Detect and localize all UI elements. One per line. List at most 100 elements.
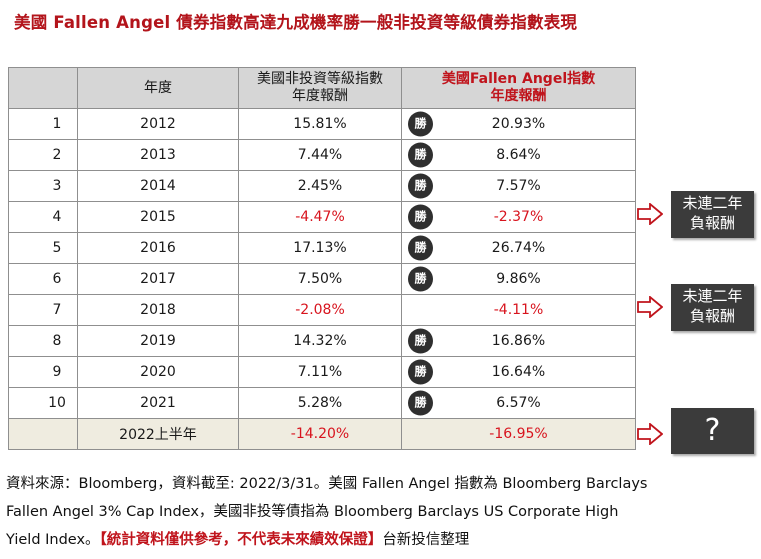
win-badge: 勝 — [408, 328, 433, 354]
row-year: 2015 — [77, 201, 239, 233]
note1-line1: 未連二年 — [682, 194, 743, 212]
row-fa-value: 16.86% — [491, 333, 546, 349]
page-title: 美國 Fallen Angel 債券指數高達九成機率勝一般非投資等級債券指數表現 — [14, 13, 578, 32]
row-fa-return: 勝 8.64% — [401, 139, 636, 171]
header-hy-line1: 美國非投資等級指數 — [257, 71, 383, 87]
row-index: 3 — [8, 170, 78, 202]
arrow-right-icon — [637, 296, 663, 318]
note-no-consecutive-loss-1: 未連二年 負報酬 — [671, 191, 754, 238]
row-hy-return: 15.81% — [238, 108, 402, 140]
row-fa-return: 勝 6.57% — [401, 387, 636, 419]
header-fa-line1: 美國Fallen Angel指數 — [441, 71, 596, 87]
footnote-line1: 資料來源：Bloomberg，資料截至: 2022/3/31。美國 Fallen… — [6, 476, 648, 492]
win-badge: 勝 — [408, 266, 433, 292]
footnote-line2: Fallen Angel 3% Cap Index，美國非投等債指為 Bloom… — [6, 504, 619, 520]
row-year: 2021 — [77, 387, 239, 419]
row-index: 4 — [8, 201, 78, 233]
row-fa-return: 勝 -2.37% — [401, 201, 636, 233]
table-row: 10 2021 5.28% 勝 6.57% — [8, 387, 636, 419]
note-no-consecutive-loss-2: 未連二年 負報酬 — [671, 284, 754, 331]
header-hy-index: 美國非投資等級指數 年度報酬 — [238, 67, 402, 109]
arrow-right-icon — [637, 203, 663, 225]
row-fa-value: 6.57% — [496, 395, 541, 411]
row-fa-value: 9.86% — [496, 271, 541, 287]
header-index — [8, 67, 78, 109]
win-badge: 勝 — [408, 173, 433, 199]
row-fa-return: 勝 16.86% — [401, 325, 636, 357]
footnote-line3: Yield Index。【統計資料僅供參考，不代表未來績效保證】台新投信整理 — [6, 526, 751, 554]
table-row: 2 2013 7.44% 勝 8.64% — [8, 139, 636, 171]
row-fa-value: 16.64% — [491, 364, 546, 380]
header-year: 年度 — [77, 67, 239, 109]
win-badge: 勝 — [408, 235, 433, 261]
footnote-line3-pre: Yield Index。 — [6, 532, 100, 548]
row-hy-return: -14.20% — [238, 418, 402, 450]
row-hy-return: 5.28% — [238, 387, 402, 419]
win-badge: 勝 — [408, 111, 433, 137]
row-fa-value: 8.64% — [496, 147, 541, 163]
table-row: 5 2016 17.13% 勝 26.74% — [8, 232, 636, 264]
row-fa-value: 20.93% — [491, 116, 546, 132]
row-hy-return: 7.11% — [238, 356, 402, 388]
row-hy-return: 17.13% — [238, 232, 402, 264]
win-badge: 勝 — [408, 142, 433, 168]
row-hy-return: 14.32% — [238, 325, 402, 357]
row-fa-return: 勝 16.64% — [401, 356, 636, 388]
source-footnote: 資料來源：Bloomberg，資料截至: 2022/3/31。美國 Fallen… — [6, 470, 751, 554]
row-fa-value: -2.37% — [493, 209, 544, 225]
row-index: 8 — [8, 325, 78, 357]
row-year: 2019 — [77, 325, 239, 357]
row-fa-return: -16.95% — [401, 418, 636, 450]
disclaimer-text: 【統計資料僅供參考，不代表未來績效保證】 — [99, 532, 383, 548]
row-fa-value: 7.57% — [496, 178, 541, 194]
row-fa-return: 勝 7.57% — [401, 170, 636, 202]
row-hy-return: 7.44% — [238, 139, 402, 171]
row-hy-return: 2.45% — [238, 170, 402, 202]
row-year: 2013 — [77, 139, 239, 171]
note2-line1: 未連二年 — [682, 287, 743, 305]
row-hy-return: 7.50% — [238, 263, 402, 295]
row-hy-return: -2.08% — [238, 294, 402, 326]
row-fa-return: -4.11% — [401, 294, 636, 326]
question-mark-box: ? — [671, 408, 754, 454]
row-year: 2020 — [77, 356, 239, 388]
row-fa-return: 勝 26.74% — [401, 232, 636, 264]
row-index: 2 — [8, 139, 78, 171]
row-fa-value: -4.11% — [493, 302, 544, 318]
table-row: 7 2018 -2.08% -4.11% — [8, 294, 636, 326]
row-index: 9 — [8, 356, 78, 388]
table-row: 6 2017 7.50% 勝 9.86% — [8, 263, 636, 295]
table-row: 8 2019 14.32% 勝 16.86% — [8, 325, 636, 357]
table-row-half-year: 2022上半年 -14.20% -16.95% — [8, 418, 636, 450]
table-row: 1 2012 15.81% 勝 20.93% — [8, 108, 636, 140]
win-badge: 勝 — [408, 390, 433, 416]
table-row: 9 2020 7.11% 勝 16.64% — [8, 356, 636, 388]
row-year: 2022上半年 — [77, 418, 239, 450]
note2-line2: 負報酬 — [689, 307, 735, 325]
row-index: 7 — [8, 294, 78, 326]
comparison-table: 年度 美國非投資等級指數 年度報酬 美國Fallen Angel指數 年度報酬 … — [8, 67, 636, 450]
row-year: 2012 — [77, 108, 239, 140]
footnote-line3-post: 台新投信整理 — [382, 532, 470, 548]
note1-line2: 負報酬 — [689, 214, 735, 232]
row-fa-return: 勝 9.86% — [401, 263, 636, 295]
row-index: 6 — [8, 263, 78, 295]
row-year: 2016 — [77, 232, 239, 264]
row-year: 2014 — [77, 170, 239, 202]
row-index: 5 — [8, 232, 78, 264]
arrow-right-icon — [637, 423, 663, 445]
table-row: 4 2015 -4.47% 勝 -2.37% — [8, 201, 636, 233]
header-hy-line2: 年度報酬 — [292, 88, 348, 104]
win-badge: 勝 — [408, 359, 433, 385]
header-fa-line2: 年度報酬 — [490, 88, 547, 104]
row-fa-value: 26.74% — [491, 240, 546, 256]
table-header-row: 年度 美國非投資等級指數 年度報酬 美國Fallen Angel指數 年度報酬 — [8, 67, 636, 109]
row-index: 10 — [8, 387, 78, 419]
header-fa-index: 美國Fallen Angel指數 年度報酬 — [401, 67, 636, 109]
win-badge: 勝 — [408, 204, 433, 230]
row-year: 2018 — [77, 294, 239, 326]
row-index: 1 — [8, 108, 78, 140]
row-index — [8, 418, 78, 450]
row-year: 2017 — [77, 263, 239, 295]
row-hy-return: -4.47% — [238, 201, 402, 233]
